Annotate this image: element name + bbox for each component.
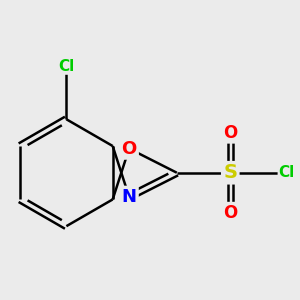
Text: O: O	[223, 124, 237, 142]
Text: N: N	[122, 188, 136, 206]
Text: S: S	[223, 163, 237, 182]
Text: O: O	[223, 204, 237, 222]
Text: O: O	[122, 140, 137, 158]
Text: Cl: Cl	[58, 59, 74, 74]
Text: Cl: Cl	[278, 165, 295, 180]
